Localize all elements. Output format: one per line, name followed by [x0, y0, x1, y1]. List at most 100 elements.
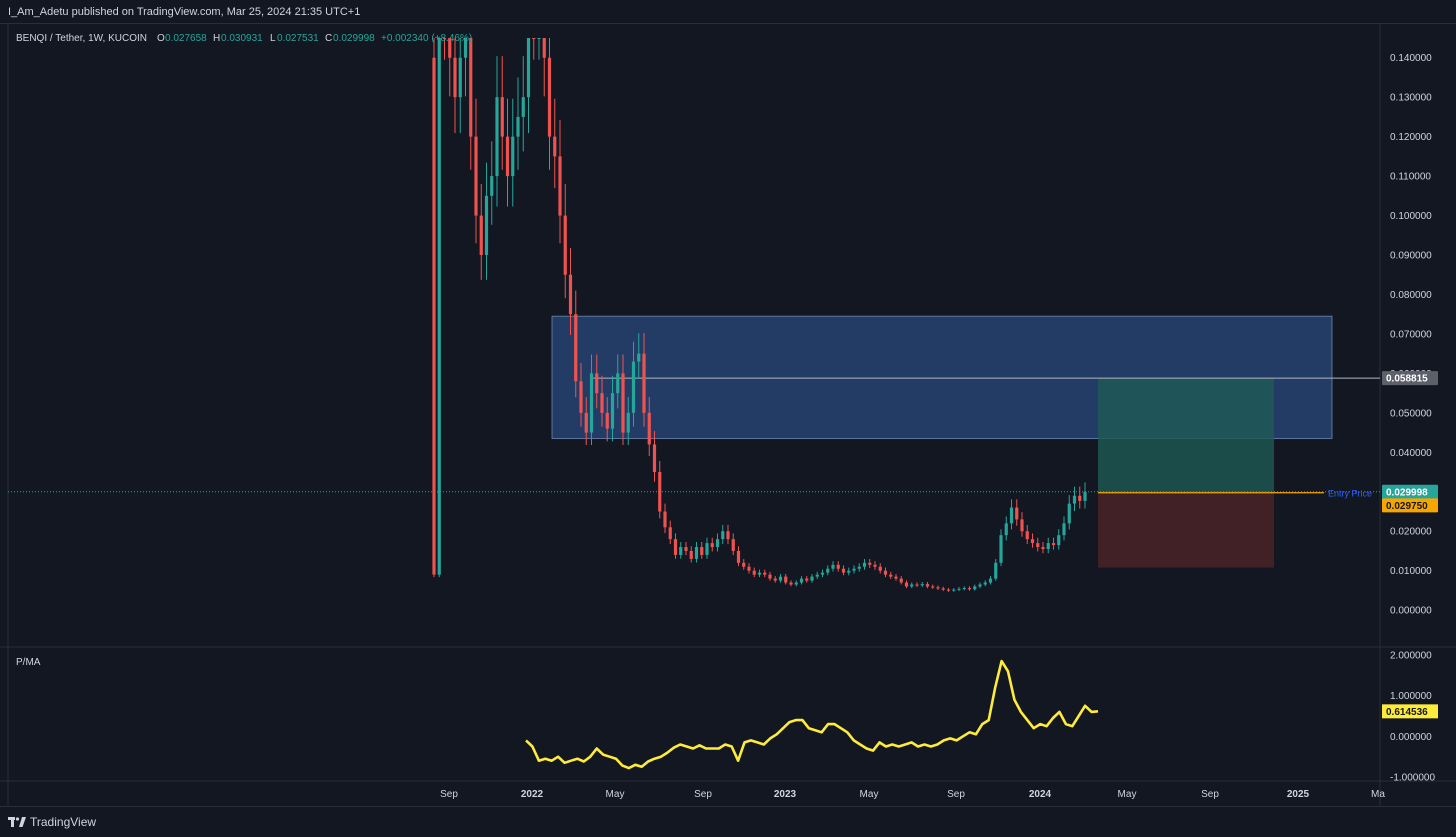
- candle-body: [448, 38, 452, 58]
- candle-body: [994, 562, 998, 579]
- footer-bar: TradingView: [0, 806, 1456, 837]
- time-tick-label: Sep: [947, 789, 965, 800]
- candle-body: [511, 136, 515, 177]
- candle-body: [710, 543, 714, 548]
- indicator-tick-label: 2.000000: [1390, 651, 1432, 662]
- candle-body: [831, 564, 835, 569]
- price-tick-label: 0.010000: [1390, 566, 1432, 577]
- candle-body: [600, 393, 604, 413]
- brand-text: TradingView: [30, 815, 97, 829]
- candle-body: [484, 195, 489, 256]
- candle-body: [973, 586, 977, 590]
- candle-body: [505, 136, 510, 177]
- candle-body: [1078, 495, 1082, 501]
- candle-body: [988, 578, 993, 583]
- candle-body: [1072, 495, 1077, 504]
- candle-body: [1083, 491, 1087, 501]
- candle-body: [553, 136, 557, 157]
- candle-body: [679, 547, 683, 555]
- candle-body: [1009, 507, 1014, 524]
- candle-body: [490, 176, 494, 196]
- candle-body: [810, 576, 814, 581]
- candle-body: [941, 588, 945, 590]
- candle-body: [757, 572, 762, 575]
- price-tick-label: 0.110000: [1390, 172, 1431, 183]
- candle-body: [684, 547, 688, 551]
- candle-body: [978, 584, 982, 587]
- candle-body: [637, 353, 641, 362]
- indicator-value-bg: [1382, 704, 1438, 719]
- candle-body: [532, 38, 536, 39]
- candle-body: [631, 361, 636, 413]
- candle-body: [999, 535, 1003, 563]
- price-tick-label: 0.040000: [1390, 448, 1432, 459]
- candle-body: [736, 550, 741, 563]
- candle-body: [773, 578, 777, 581]
- candle-body: [668, 527, 672, 540]
- candle-body: [642, 353, 646, 413]
- candle-body: [658, 472, 662, 512]
- candle-body: [574, 314, 578, 382]
- candle-body: [936, 587, 940, 589]
- candle-body: [910, 584, 914, 587]
- time-tick-label: Sep: [1201, 789, 1219, 800]
- candle-body: [1046, 543, 1050, 549]
- candle-body: [726, 531, 730, 540]
- candle-body: [442, 38, 447, 39]
- candle-body: [579, 381, 583, 413]
- indicator-tick-label: -1.000000: [1390, 773, 1435, 784]
- entry-price-label: 0.029750: [1386, 501, 1428, 512]
- candle-body: [899, 578, 903, 583]
- price-tick-label: 0.020000: [1390, 527, 1432, 538]
- tradingview-logo[interactable]: TradingView: [8, 815, 96, 829]
- candle-body: [962, 588, 966, 590]
- close-value: 0.029998: [333, 33, 375, 44]
- entry-price-text: Entry Price: [1328, 488, 1372, 498]
- candle-body: [1004, 523, 1008, 536]
- candle-body: [1036, 543, 1040, 548]
- legend-title: BENQI / Tether, 1W, KUCOIN: [16, 33, 147, 44]
- price-tick-label: 0.050000: [1390, 408, 1432, 419]
- time-tick-label: May: [860, 789, 879, 800]
- candle-body: [547, 57, 552, 137]
- candle-body: [915, 584, 919, 586]
- candle-body: [967, 588, 972, 590]
- candle-body: [605, 412, 609, 429]
- candle-body: [920, 584, 924, 586]
- high-value: 0.030931: [221, 33, 263, 44]
- candle-body: [752, 570, 756, 575]
- candle-body: [647, 412, 651, 445]
- candle-body: [1015, 507, 1019, 520]
- time-tick-label: May: [606, 789, 625, 800]
- candle-body: [694, 547, 699, 559]
- candle-body: [826, 568, 830, 573]
- candle-body: [616, 373, 620, 394]
- low-label: L: [270, 33, 276, 44]
- indicator-layer: [525, 659, 1099, 770]
- candle-body: [526, 38, 531, 98]
- candle-body: [1030, 539, 1035, 544]
- candle-body: [931, 586, 935, 588]
- time-tick-label: 2022: [521, 789, 544, 800]
- time-tick-label: 2023: [774, 789, 797, 800]
- candle-body: [474, 136, 478, 216]
- candle-body: [815, 574, 819, 577]
- take-profit-zone: [1098, 378, 1274, 493]
- indicator-line: [525, 659, 1099, 770]
- candle-body: [652, 444, 657, 473]
- candle-body: [521, 97, 525, 117]
- price-chart[interactable]: Entry Price 0.140000 0.130000 0.120000 0.11…: [0, 24, 1456, 806]
- high-label: H: [213, 33, 220, 44]
- candle-body: [621, 373, 625, 433]
- candle-body: [1020, 519, 1024, 532]
- indicator-tick-label: 0.000000: [1390, 732, 1432, 743]
- indicator-value-label: 0.614536: [1386, 707, 1428, 718]
- candle-body: [805, 578, 809, 581]
- level-price-label-bg: [1382, 371, 1438, 386]
- candle-body: [563, 215, 567, 275]
- candle-body: [516, 116, 520, 137]
- candle-body: [495, 97, 499, 177]
- candle-body: [768, 574, 772, 579]
- candle-body: [437, 38, 441, 575]
- time-tick-label: 2025: [1287, 789, 1310, 800]
